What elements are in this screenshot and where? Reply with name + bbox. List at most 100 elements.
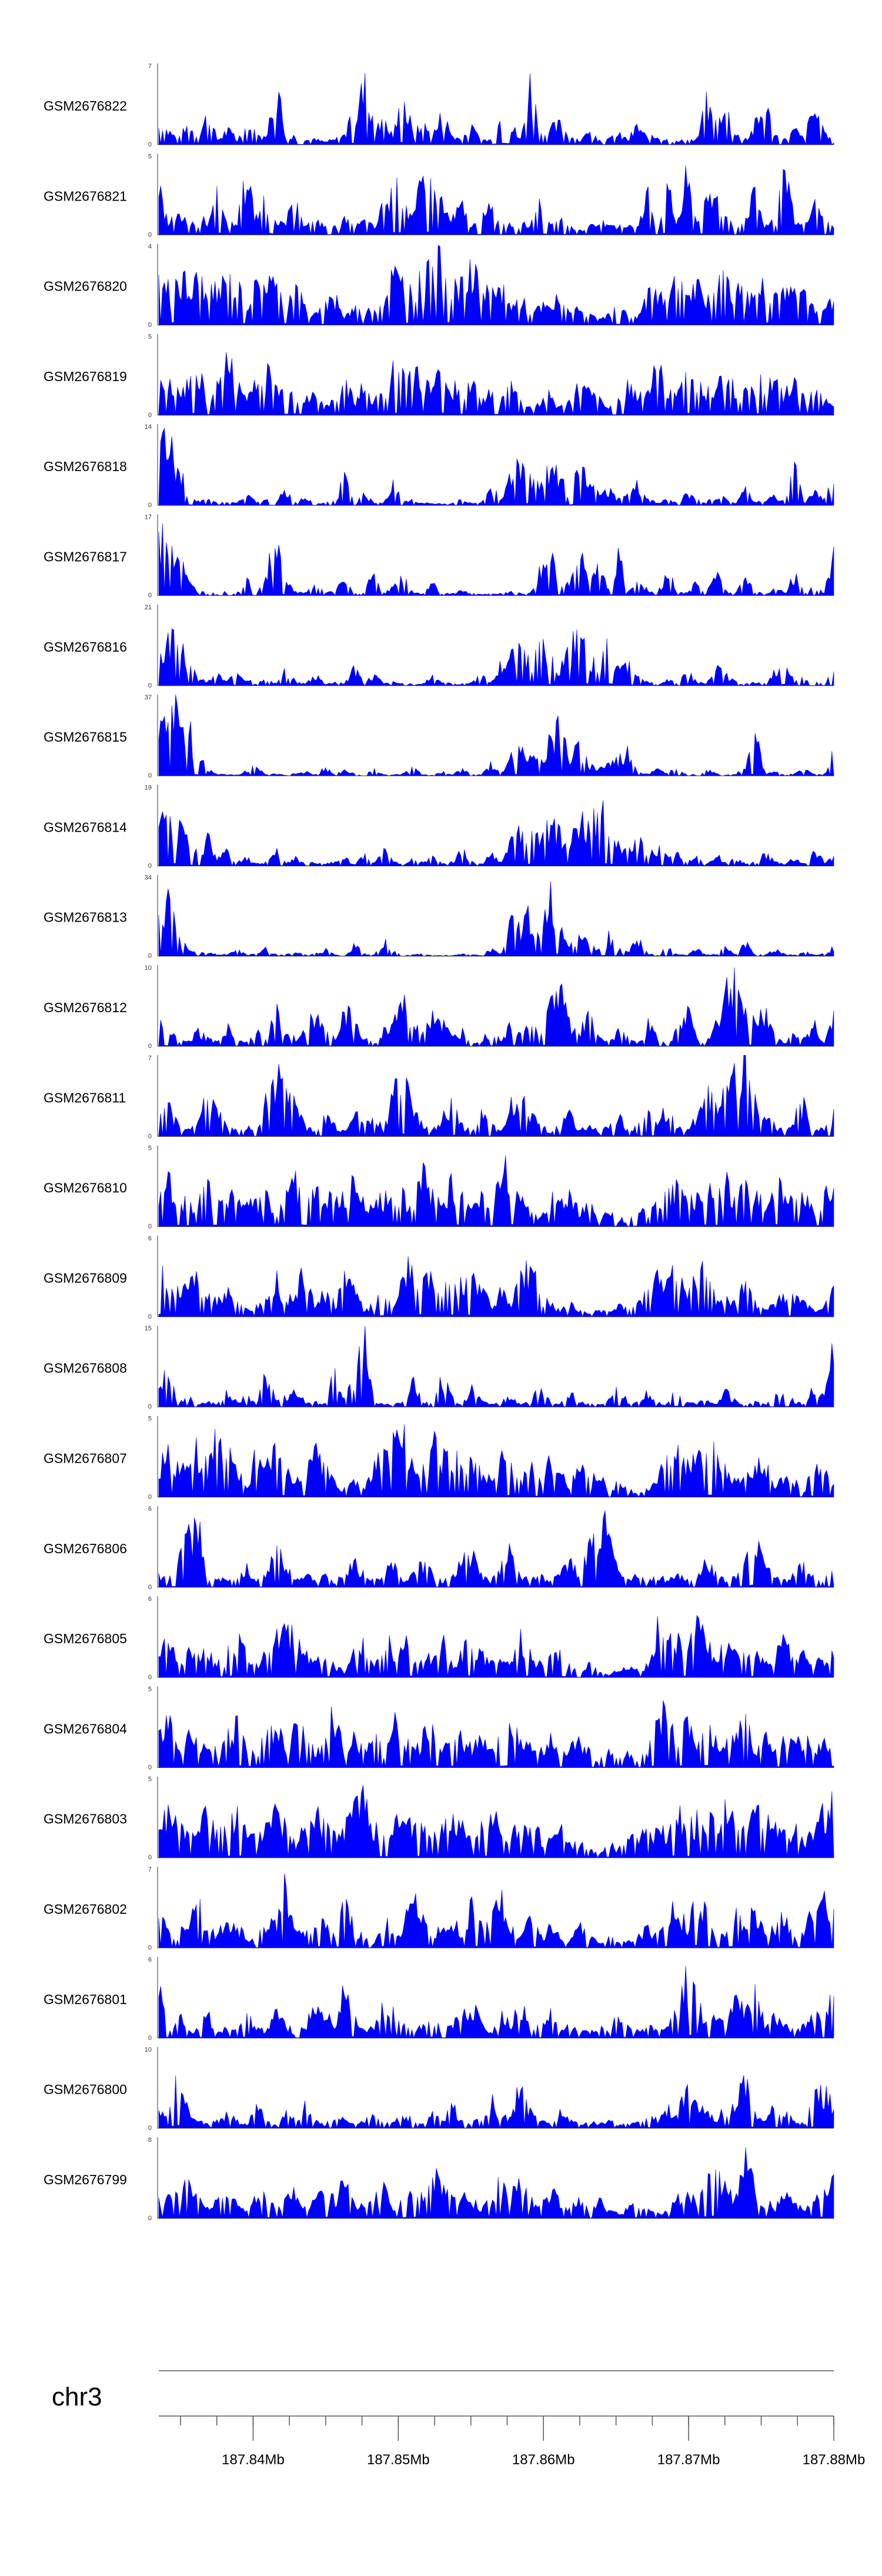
coverage-area — [158, 695, 834, 776]
track-label: GSM2676808 — [44, 1360, 127, 1376]
track-GSM2676819: GSM2676819 5 0 — [44, 333, 834, 419]
coverage-area — [158, 245, 834, 325]
track-label: GSM2676822 — [44, 98, 127, 114]
y-zero-label: 0 — [148, 1764, 152, 1771]
y-zero-label: 0 — [148, 1674, 152, 1681]
y-zero-label: 0 — [148, 502, 152, 509]
track-label: GSM2676807 — [44, 1451, 127, 1466]
track-GSM2676799: GSM2676799 8 0 — [44, 2137, 834, 2222]
y-max-label: 10 — [145, 2047, 152, 2054]
track-GSM2676810: GSM2676810 5 0 — [44, 1145, 834, 1230]
y-zero-label: 0 — [148, 1854, 152, 1861]
y-max-label: 4 — [148, 243, 152, 251]
track-label: GSM2676819 — [44, 369, 127, 384]
y-max-label: 15 — [145, 1325, 152, 1332]
y-max-label: 5 — [148, 1686, 152, 1693]
coverage-area — [158, 1614, 834, 1678]
track-label: GSM2676820 — [44, 279, 127, 294]
track-label: GSM2676816 — [44, 639, 127, 655]
y-zero-label: 0 — [148, 1584, 152, 1591]
track-GSM2676802: GSM2676802 7 0 — [44, 1866, 834, 1951]
y-zero-label: 0 — [148, 1133, 152, 1140]
y-zero-label: 0 — [148, 412, 152, 419]
coverage-area — [158, 73, 834, 145]
coverage-area — [158, 1055, 834, 1137]
coverage-area — [158, 1966, 834, 2038]
y-max-label: 5 — [148, 333, 152, 341]
y-zero-label: 0 — [148, 1494, 152, 1501]
track-label: GSM2676812 — [44, 1000, 127, 1015]
coverage-area — [158, 165, 834, 235]
y-zero-label: 0 — [148, 1043, 152, 1050]
track-label: GSM2676814 — [44, 819, 127, 835]
track-GSM2676809: GSM2676809 6 0 — [44, 1235, 834, 1320]
track-GSM2676805: GSM2676805 6 0 — [44, 1596, 834, 1681]
coverage-area — [158, 1510, 834, 1588]
y-zero-label: 0 — [148, 2215, 152, 2222]
track-label: GSM2676801 — [44, 1991, 127, 2007]
coverage-area — [158, 1785, 834, 1858]
y-max-label: 5 — [148, 1416, 152, 1423]
axis-tick-label: 187.87Mb — [657, 2452, 720, 2468]
track-GSM2676815: GSM2676815 37 0 — [44, 694, 834, 779]
y-zero-label: 0 — [148, 1403, 152, 1410]
track-GSM2676817: GSM2676817 17 0 — [44, 514, 834, 599]
axis-tick-label: 187.88Mb — [803, 2452, 866, 2468]
track-GSM2676804: GSM2676804 5 0 — [44, 1686, 834, 1771]
y-zero-label: 0 — [148, 1313, 152, 1320]
track-GSM2676800: GSM2676800 10 0 — [44, 2047, 834, 2132]
track-label: GSM2676815 — [44, 729, 127, 745]
y-max-label: 5 — [148, 1776, 152, 1783]
track-GSM2676820: GSM2676820 4 0 — [44, 243, 834, 329]
y-zero-label: 0 — [148, 322, 152, 329]
y-max-label: 21 — [145, 604, 152, 611]
y-zero-label: 0 — [148, 592, 152, 599]
y-max-label: 10 — [145, 965, 152, 972]
genome-axis: chr3 187.84Mb 187.85Mb 187.86Mb 187.87Mb 187… — [52, 2370, 866, 2468]
track-GSM2676807: GSM2676807 5 0 — [44, 1416, 834, 1501]
track-label: GSM2676806 — [44, 1541, 127, 1556]
track-GSM2676818: GSM2676818 14 0 — [44, 423, 834, 509]
coverage-area — [158, 352, 834, 416]
track-GSM2676821: GSM2676821 5 0 — [44, 153, 834, 238]
coverage-area — [158, 881, 834, 957]
y-max-label: 6 — [148, 1235, 152, 1242]
chromosome-label: chr3 — [52, 2383, 102, 2411]
coverage-area — [158, 2147, 834, 2219]
coverage-area — [158, 523, 834, 596]
coverage-tracks: GSM267682270GSM267682150GSM267682040GSM2… — [44, 63, 834, 2222]
y-max-label: 7 — [148, 63, 152, 70]
coverage-area — [158, 967, 834, 1047]
track-GSM2676801: GSM2676801 6 0 — [44, 1956, 834, 2041]
y-max-label: 6 — [148, 1956, 152, 1963]
track-label: GSM2676802 — [44, 1901, 127, 1917]
track-label: GSM2676813 — [44, 910, 127, 925]
y-max-label: 7 — [148, 1866, 152, 1873]
coverage-area — [158, 1256, 834, 1317]
y-max-label: 5 — [148, 153, 152, 160]
coverage-area — [158, 428, 834, 506]
y-zero-label: 0 — [148, 953, 152, 960]
track-label: GSM2676803 — [44, 1811, 127, 1827]
track-GSM2676813: GSM2676813 34 0 — [44, 875, 834, 960]
coverage-area — [158, 1873, 834, 1948]
track-label: GSM2676818 — [44, 459, 127, 474]
track-GSM2676816: GSM2676816 21 0 — [44, 604, 834, 689]
track-GSM2676812: GSM2676812 10 0 — [44, 965, 834, 1050]
y-zero-label: 0 — [148, 231, 152, 238]
track-label: GSM2676809 — [44, 1270, 127, 1286]
coverage-area — [158, 800, 834, 866]
track-GSM2676822: GSM2676822 7 0 — [44, 63, 834, 148]
track-GSM2676811: GSM2676811 7 0 — [44, 1055, 834, 1140]
y-zero-label: 0 — [148, 862, 152, 869]
track-GSM2676808: GSM2676808 15 0 — [44, 1325, 834, 1410]
y-max-label: 5 — [148, 1145, 152, 1152]
y-zero-label: 0 — [148, 2125, 152, 2132]
coverage-area — [158, 1155, 834, 1227]
y-max-label: 19 — [145, 784, 152, 791]
axis-ticks: 187.84Mb 187.85Mb 187.86Mb 187.87Mb 187.88Mb — [180, 2416, 866, 2468]
track-label: GSM2676800 — [44, 2082, 127, 2097]
track-label: GSM2676805 — [44, 1631, 127, 1646]
track-GSM2676814: GSM2676814 19 0 — [44, 784, 834, 869]
